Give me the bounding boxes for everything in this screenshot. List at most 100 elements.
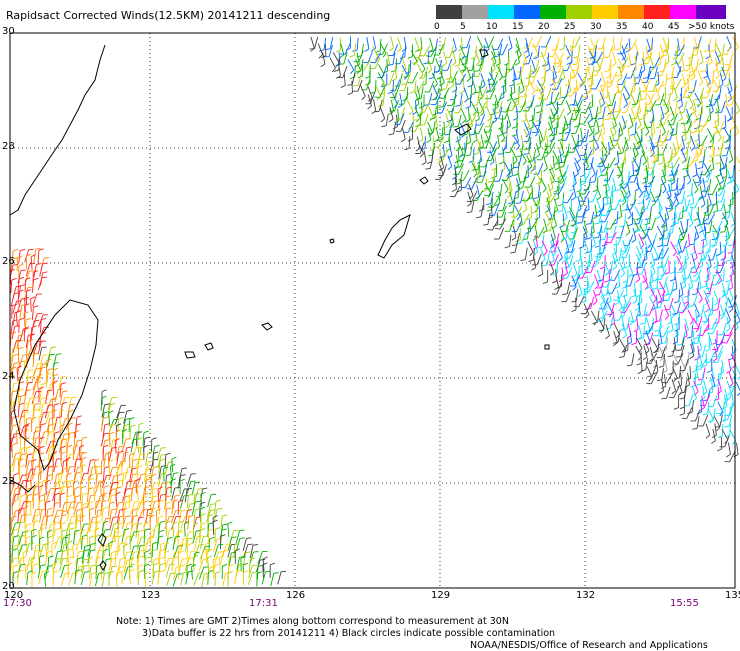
wind-barb — [109, 558, 117, 571]
wind-barb — [588, 191, 598, 202]
wind-barb — [654, 72, 658, 86]
wind-barb — [59, 439, 66, 453]
wind-barb — [660, 256, 669, 268]
wind-barb — [110, 509, 117, 523]
wind-barb — [348, 81, 353, 95]
wind-barb — [631, 52, 637, 65]
wind-barb — [263, 563, 268, 578]
note-line-1: Note: 1) Times are GMT 2)Times along bot… — [116, 616, 509, 627]
wind-barb — [143, 437, 149, 451]
wind-barb — [214, 500, 220, 514]
legend-swatch — [436, 5, 462, 19]
wind-barb — [639, 234, 644, 249]
wind-barb — [525, 115, 529, 130]
wind-barb — [371, 36, 375, 50]
wind-barb — [612, 211, 618, 224]
wind-barb — [589, 141, 594, 155]
wind-barb — [687, 183, 693, 196]
wind-barb — [33, 294, 42, 306]
wind-barb — [731, 212, 735, 227]
wind-barb — [714, 291, 718, 306]
wind-barb — [408, 127, 413, 141]
wind-barb — [103, 467, 109, 481]
wind-barb — [717, 242, 721, 256]
wind-barb — [597, 240, 601, 254]
wind-barb — [723, 213, 728, 227]
wind-barb — [643, 165, 647, 179]
wind-barb — [550, 261, 554, 276]
legend-label: 35 — [616, 22, 627, 32]
wind-barb — [109, 571, 114, 586]
wind-barb — [502, 179, 508, 193]
wind-barb — [223, 572, 230, 586]
wind-barb — [158, 571, 164, 585]
coast-segment — [10, 45, 105, 215]
wind-barb — [659, 114, 670, 125]
wind-barb — [188, 515, 194, 529]
wind-barb — [670, 101, 677, 114]
wind-barb — [685, 57, 690, 71]
wind-barb — [12, 500, 17, 515]
wind-barb — [446, 137, 450, 151]
wind-barb — [699, 50, 703, 65]
wind-barb — [706, 337, 710, 351]
wind-barb — [706, 108, 711, 122]
wind-barb — [18, 277, 24, 291]
lon-label: 123 — [141, 590, 160, 601]
coast-segment — [545, 345, 549, 349]
wind-barb — [208, 494, 217, 507]
wind-barb — [61, 402, 67, 416]
wind-barb — [18, 570, 24, 584]
legend-swatch — [462, 5, 488, 19]
legend-label: 20 — [538, 22, 549, 32]
wind-barb — [683, 352, 689, 365]
wind-barb — [691, 373, 696, 387]
wind-barb — [620, 214, 626, 227]
wind-barb — [188, 551, 196, 564]
lon-label: 135 — [725, 590, 740, 601]
wind-barb — [667, 282, 674, 295]
wind-barb — [625, 254, 630, 268]
wind-barb — [656, 204, 660, 218]
wind-barb — [701, 193, 705, 208]
wind-barb — [581, 102, 591, 113]
wind-barb — [524, 73, 529, 87]
wind-barb — [94, 486, 99, 501]
wind-barb — [138, 438, 142, 453]
wind-barb — [630, 310, 634, 325]
wind-barb — [60, 383, 66, 397]
wind-barb — [453, 115, 461, 127]
wind-barb — [509, 156, 514, 170]
wind-barb — [717, 437, 722, 451]
wind-barb — [348, 59, 354, 73]
wind-barb — [151, 550, 156, 565]
wind-barb — [145, 452, 152, 466]
wind-barb — [543, 270, 548, 284]
coast-segment — [262, 323, 272, 330]
wind-barb — [645, 211, 651, 224]
wind-barb — [389, 107, 393, 122]
wind-barb — [572, 289, 578, 302]
legend-swatch — [592, 5, 618, 19]
wind-barb — [428, 58, 432, 73]
wind-barb — [40, 263, 48, 276]
wind-barb — [578, 282, 582, 297]
wind-barb — [615, 37, 621, 50]
wind-barb — [599, 136, 604, 150]
wind-barb — [536, 143, 540, 158]
wind-barb — [461, 108, 466, 123]
lat-label: 28 — [2, 141, 15, 152]
wind-barb — [544, 157, 548, 172]
wind-barb — [584, 178, 591, 191]
wind-barb — [688, 310, 693, 324]
lon-label: 126 — [286, 590, 305, 601]
wind-barb — [693, 318, 699, 332]
wind-barb — [235, 570, 242, 584]
legend-swatch — [644, 5, 670, 19]
wind-barb — [498, 212, 505, 225]
time-left: 17:30 — [3, 598, 32, 609]
wind-barb — [214, 564, 219, 579]
legend-swatch — [488, 5, 514, 19]
wind-barb — [571, 298, 576, 312]
wind-barb — [708, 380, 712, 394]
